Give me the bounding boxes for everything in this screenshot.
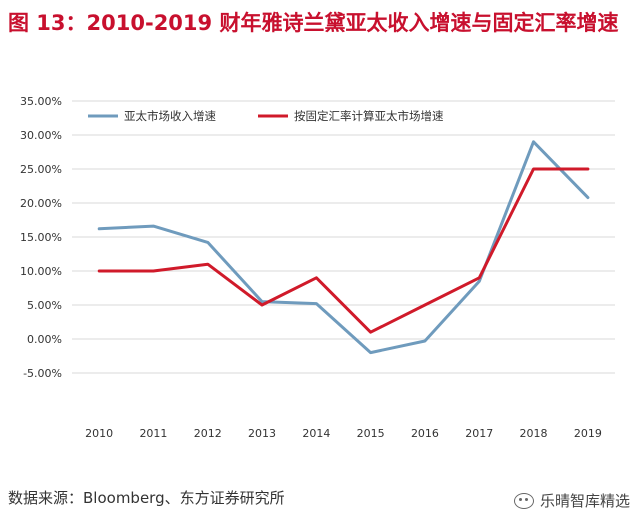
source-note: 数据来源：Bloomberg、东方证券研究所	[8, 489, 285, 507]
x-tick-label: 2015	[357, 427, 385, 440]
legend-label-1: 亚太市场收入增速	[124, 109, 216, 123]
series-line-2	[97, 167, 590, 334]
figure-title: 图 13：2010-2019 财年雅诗兰黛亚太收入增速与固定汇率增速	[8, 11, 619, 35]
y-tick-label: -5.00%	[23, 367, 62, 380]
x-tick-label: 2016	[411, 427, 439, 440]
wechat-icon	[513, 492, 534, 509]
x-tick-label: 2014	[302, 427, 330, 440]
x-tick-label: 2017	[465, 427, 493, 440]
x-tick-label: 2013	[248, 427, 276, 440]
y-tick-label: 25.00%	[20, 163, 62, 176]
y-tick-label: 20.00%	[20, 197, 62, 210]
watermark: 乐晴智库精选	[513, 490, 630, 511]
x-tick-label: 2011	[139, 427, 167, 440]
y-tick-label: 15.00%	[20, 231, 62, 244]
y-tick-label: 0.00%	[27, 333, 62, 346]
x-tick-label: 2018	[520, 427, 548, 440]
legend: 亚太市场收入增速 按固定汇率计算亚太市场增速	[88, 109, 444, 123]
series-lines	[97, 140, 590, 355]
series-line-1	[97, 140, 590, 355]
x-axis-ticks: 2010 2011 2012 2013 2014 2015 2016 2017 2018 2019	[85, 427, 602, 440]
y-tick-label: 35.00%	[20, 95, 62, 108]
y-axis-ticks: 35.00% 30.00% 25.00% 20.00% 15.00% 10.00% 5.00…	[20, 95, 62, 380]
x-tick-label: 2010	[85, 427, 113, 440]
line-chart: 35.00% 30.00% 25.00% 20.00% 15.00% 10.00% 5.00…	[20, 95, 615, 440]
x-tick-label: 2012	[194, 427, 222, 440]
y-tick-label: 5.00%	[27, 299, 62, 312]
x-tick-label: 2019	[574, 427, 602, 440]
y-tick-label: 10.00%	[20, 265, 62, 278]
y-tick-label: 30.00%	[20, 129, 62, 142]
watermark-text: 乐晴智库精选	[539, 492, 630, 510]
legend-label-2: 按固定汇率计算亚太市场增速	[294, 109, 444, 123]
